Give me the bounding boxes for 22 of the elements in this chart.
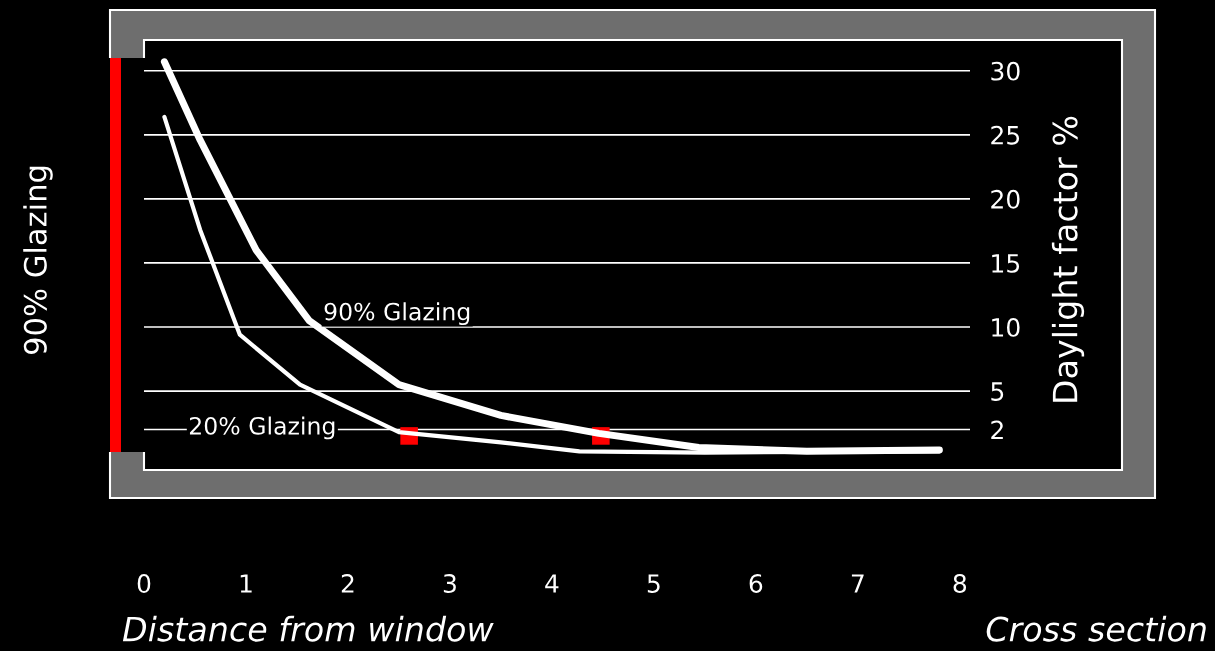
y-tick-label: 15 (992, 254, 1020, 273)
series-label: 90% Glazing (324, 302, 470, 326)
y-tick-label: 25 (991, 125, 1020, 145)
text: 90% Glazing (23, 166, 53, 354)
y-tick-label: 2 (991, 420, 1003, 440)
x-tick-label: 8 (953, 574, 967, 593)
x-tick-label: 3 (443, 574, 456, 593)
x-tick-label: 0 (137, 574, 151, 593)
y-tick-label: 30 (991, 61, 1020, 81)
y-axis-title: Daylight factor % (1051, 116, 1085, 402)
y-tick-label: 10 (992, 317, 1020, 337)
y-tick-label: 5 (991, 382, 1004, 401)
x-axis-title: Distance from window (122, 615, 494, 642)
x-tick-label: 1 (240, 574, 252, 593)
x-tick-label: 5 (647, 574, 660, 593)
series-label: 20% Glazing (189, 416, 335, 440)
x-tick-label: 6 (749, 574, 763, 593)
y-tick-label: 20 (991, 189, 1020, 209)
x-tick-label: 4 (545, 574, 559, 593)
x-tick-label: 2 (341, 574, 354, 593)
text: Cross section (986, 615, 1206, 642)
x-tick-label: 7 (851, 574, 864, 593)
